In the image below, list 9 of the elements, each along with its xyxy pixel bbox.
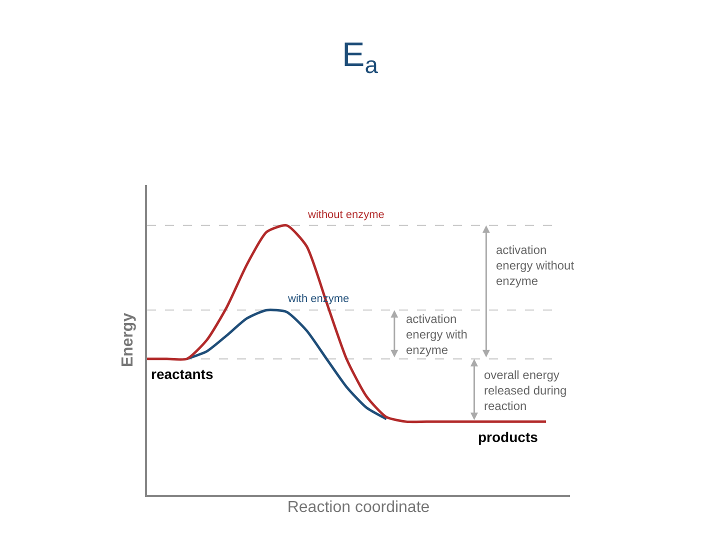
chart-title: E$_{a}$ [342,36,379,80]
annotation: activation energy without enzyme [496,243,575,288]
annotation: activation energy with enzyme [406,312,468,358]
x-axis-title: Reaction coordinate [287,499,430,516]
annotation: overall energy released during reaction [484,368,567,414]
annotation: products [478,429,538,445]
series-label: without enzyme [307,209,384,221]
annotation: reactants [151,366,214,382]
y-axis-title: Energy [119,312,136,368]
